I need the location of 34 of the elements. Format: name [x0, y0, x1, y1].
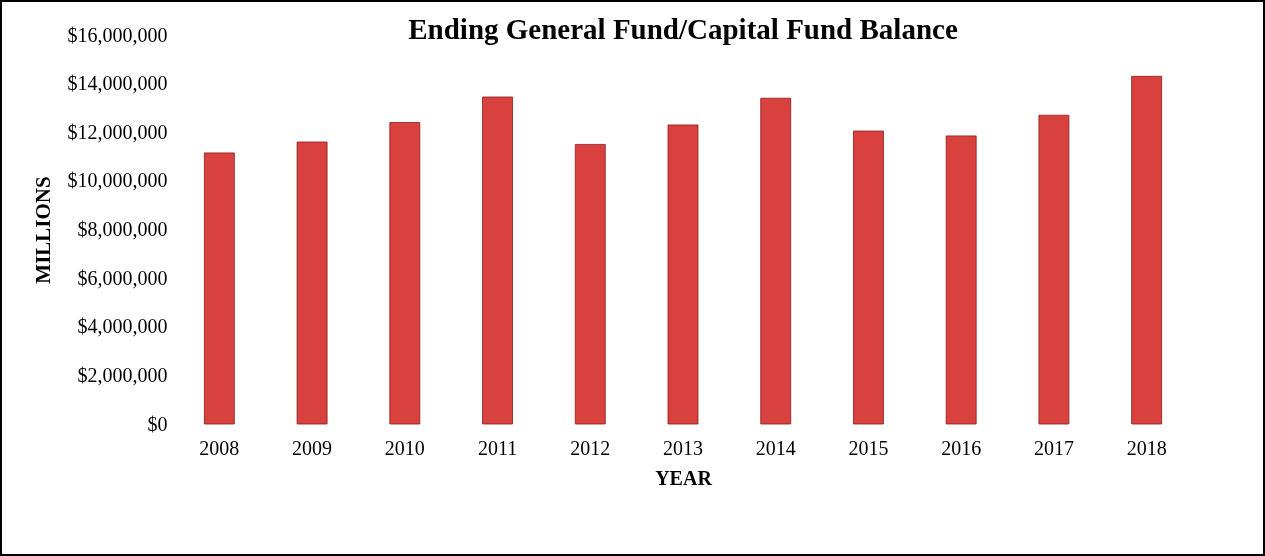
x-tick-label: 2017 — [1033, 436, 1074, 459]
x-tick-label: 2013 — [663, 436, 703, 459]
y-tick-label: $4,000,000 — [77, 315, 168, 338]
x-tick-label: 2008 — [199, 436, 240, 459]
y-tick-label: $12,000,000 — [67, 120, 168, 143]
x-tick-label: 2015 — [848, 436, 889, 459]
bar — [945, 135, 977, 425]
bar — [667, 124, 699, 425]
bar — [1131, 75, 1163, 425]
bar — [203, 152, 235, 425]
x-tick-label: 2010 — [384, 436, 425, 459]
y-tick-label: $16,000,000 — [67, 23, 168, 46]
x-tick-label: 2009 — [292, 436, 333, 459]
x-tick-label: 2016 — [941, 436, 982, 459]
bar — [853, 130, 884, 425]
bar — [296, 141, 328, 425]
bar — [482, 96, 513, 425]
y-tick-label: $10,000,000 — [67, 169, 168, 192]
x-axis-title: YEAR — [655, 466, 713, 489]
y-tick-label: $14,000,000 — [67, 72, 168, 95]
bar — [574, 144, 606, 425]
y-tick-label: $0 — [147, 412, 168, 435]
x-tick-label: 2012 — [570, 436, 611, 459]
chart-title: Ending General Fund/Capital Fund Balance — [408, 13, 958, 45]
y-tick-label: $6,000,000 — [77, 266, 168, 289]
x-tick-label: 2011 — [477, 436, 518, 459]
y-tick-label: $8,000,000 — [77, 218, 168, 240]
x-tick-label: 2014 — [755, 436, 796, 459]
bar — [389, 122, 421, 425]
y-tick-label: $2,000,000 — [77, 363, 168, 386]
y-axis-title: MILLIONS — [30, 176, 55, 284]
x-tick-label: 2018 — [1126, 436, 1167, 459]
bar — [1038, 114, 1070, 425]
bar — [760, 97, 792, 425]
